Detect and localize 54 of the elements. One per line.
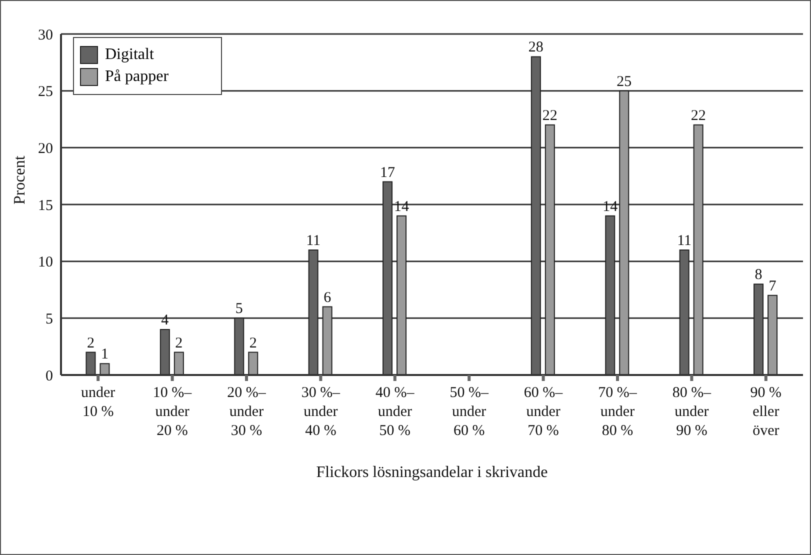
data-label: 2 bbox=[175, 335, 183, 352]
legend-label: På papper bbox=[105, 68, 169, 86]
bar bbox=[234, 318, 244, 375]
y-tick-label: 10 bbox=[38, 254, 53, 271]
x-tick-label: 40 %– under 50 % bbox=[376, 385, 415, 439]
x-tick-label: 60 %– under 70 % bbox=[524, 385, 564, 439]
y-tick-label: 5 bbox=[46, 311, 53, 328]
y-tick-label: 25 bbox=[38, 84, 53, 100]
data-label: 22 bbox=[542, 108, 558, 124]
x-tick-label: 90 % eller över bbox=[750, 385, 782, 439]
data-label: 11 bbox=[677, 232, 692, 249]
data-label: 6 bbox=[324, 290, 332, 306]
data-label: 22 bbox=[690, 108, 706, 124]
x-tick-label: 30 %– under 40 % bbox=[301, 385, 341, 439]
bar bbox=[530, 56, 541, 375]
x-tick-label: 20 %– under 30 % bbox=[227, 385, 266, 439]
y-axis-title: Procent bbox=[12, 155, 29, 204]
x-tick-label: 70 %– under 80 % bbox=[598, 385, 638, 439]
bar bbox=[754, 284, 764, 375]
x-tick-label: under 10 % bbox=[81, 385, 116, 420]
data-label: 7 bbox=[768, 278, 777, 294]
y-tick-label: 30 bbox=[38, 27, 53, 44]
x-tick-label: 10 %– under 20 % bbox=[152, 385, 192, 439]
bar bbox=[322, 306, 332, 375]
y-tick-label: 0 bbox=[46, 368, 53, 384]
y-tick-label: 20 bbox=[38, 140, 53, 157]
bar bbox=[248, 352, 258, 375]
x-axis-title: Flickors lösningsandelar i skrivande bbox=[316, 464, 548, 481]
data-label: 8 bbox=[754, 267, 762, 284]
data-label: 5 bbox=[235, 301, 243, 318]
bar bbox=[308, 249, 318, 375]
bar bbox=[768, 294, 778, 375]
bar bbox=[544, 124, 555, 375]
x-tick-label: 80 %– under 90 % bbox=[672, 385, 712, 439]
data-label: 17 bbox=[380, 164, 396, 181]
bar bbox=[396, 215, 407, 375]
data-label: 2 bbox=[249, 335, 257, 352]
bar bbox=[160, 329, 170, 375]
bar bbox=[605, 215, 616, 375]
data-label: 11 bbox=[306, 232, 321, 249]
bar bbox=[86, 352, 96, 375]
bar bbox=[619, 90, 630, 375]
data-label: 1 bbox=[100, 346, 108, 363]
data-label: 25 bbox=[616, 74, 632, 90]
bar bbox=[174, 352, 184, 375]
data-label: 28 bbox=[528, 40, 544, 56]
bar bbox=[679, 249, 690, 375]
bar bbox=[693, 124, 704, 375]
bar bbox=[100, 363, 110, 375]
y-tick-label: 15 bbox=[38, 198, 53, 214]
legend-label: Digitalt bbox=[105, 46, 154, 64]
bar bbox=[382, 181, 393, 375]
data-label: 2 bbox=[86, 335, 94, 352]
x-tick-label: 50 %– under 60 % bbox=[450, 385, 489, 439]
